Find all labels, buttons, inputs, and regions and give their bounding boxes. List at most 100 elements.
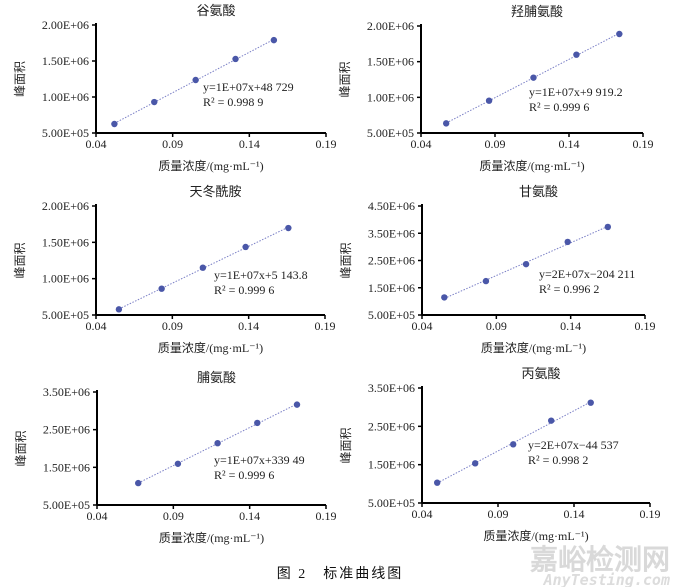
y-axis-label: 峰面积 [339,242,353,278]
r-squared-label: R² = 0.999 6 [529,100,589,114]
data-point [604,223,612,231]
y-tick-label: 2.00E+06 [42,199,89,213]
data-point [530,74,537,81]
x-tick-label: 0.14 [559,137,580,151]
x-tick-label: 0.09 [485,137,506,151]
y-tick-label: 3.50E+06 [368,381,415,395]
r-squared-label: R² = 0.999 6 [214,283,274,297]
data-point [111,120,118,128]
y-tick-label: 1.50E+06 [367,55,414,69]
x-tick-label: 0.19 [633,137,654,151]
data-point [482,277,490,285]
x-axis-label: 质量浓度/(mg·mL⁻¹) [483,528,588,543]
chart-title: 丙氨酸 [521,366,560,381]
y-tick-label: 1.50E+06 [43,460,90,474]
chart-title: 羟脯氨酸 [511,4,563,19]
y-tick-label: 1.00E+06 [42,90,89,104]
data-point [151,98,158,106]
x-tick-label: 0.04 [86,319,107,333]
y-tick-label: 5.00E+05 [42,126,89,140]
r-squared-label: R² = 0.998 2 [528,453,588,467]
y-tick-label: 5.00E+05 [368,308,415,322]
x-axis-label: 质量浓度/(mg·mL⁻¹) [158,340,263,355]
x-axis-label: 质量浓度/(mg·mL⁻¹) [481,340,586,355]
x-tick-label: 0.04 [411,137,432,151]
chart-panel: 天冬酰胺 5.00E+05 1.00E+06 1.50E+06 2.00E+06 0.04… [13,184,336,355]
x-tick-label: 0.14 [560,319,581,333]
x-tick-label: 0.09 [163,509,184,523]
x-tick-label: 0.04 [86,137,107,151]
x-tick-label: 0.14 [564,507,585,521]
y-tick-label: 2.00E+06 [42,18,89,32]
y-tick-label: 4.50E+06 [368,199,415,213]
data-point [115,306,123,313]
data-point [573,51,580,58]
y-tick-label: 2.50E+06 [368,419,415,433]
x-tick-label: 0.14 [238,319,259,333]
data-point [285,224,292,232]
data-point [192,76,199,84]
x-tick-label: 0.19 [316,509,337,523]
trendline-equation: y=1E+07x+9 919.2 [529,85,623,99]
y-tick-label: 1.50E+06 [42,235,89,249]
y-tick-label: 1.00E+06 [367,90,414,104]
data-point [510,441,517,448]
r-squared-label: R² = 0.996 2 [539,282,599,296]
x-tick-label: 0.04 [412,507,433,521]
y-axis-label: 峰面积 [14,430,28,466]
data-point [442,120,450,127]
trendline-equation: y=1E+07x+339 49 [214,453,305,467]
data-point [254,419,261,427]
watermark-url: AnyTesting.com [543,571,670,587]
chart-panel: 羟脯氨酸 5.00E+05 1.00E+06 1.50E+06 2.00E+06 0.04… [338,4,654,173]
chart-title: 谷氨酸 [196,3,235,18]
r-squared-label: R² = 0.998 9 [203,95,263,109]
data-point [485,97,493,104]
x-tick-label: 0.09 [162,137,183,151]
x-axis-label: 质量浓度/(mg·mL⁻¹) [479,158,584,173]
chart-panel: 脯氨酸 5.00E+05 1.50E+06 2.50E+06 3.50E+06 0.04 0… [14,370,337,545]
trendline-equation: y=1E+07x+48 729 [203,80,294,94]
x-tick-label: 0.19 [315,319,336,333]
data-point [564,238,571,246]
data-point [232,55,239,63]
watermark-text: 嘉峪检测网 [530,543,670,576]
y-tick-label: 5.00E+05 [43,498,90,512]
y-tick-label: 5.00E+05 [367,126,414,140]
y-axis-label: 峰面积 [339,427,353,463]
y-tick-label: 2.50E+06 [368,254,415,268]
x-tick-label: 0.09 [488,507,509,521]
x-tick-label: 0.19 [635,319,656,333]
x-axis-label: 质量浓度/(mg·mL⁻¹) [158,158,263,173]
trendline-equation: y=2E+07x−44 537 [528,438,619,452]
data-point [616,30,623,38]
y-tick-label: 2.00E+06 [367,19,414,33]
y-tick-label: 5.00E+05 [42,308,89,322]
x-axis-label: 质量浓度/(mg·mL⁻¹) [159,530,264,545]
y-tick-label: 2.50E+06 [43,423,90,437]
x-tick-label: 0.19 [640,507,661,521]
data-point [434,479,441,486]
x-tick-label: 0.04 [412,319,433,333]
data-point [199,264,207,271]
data-point [135,479,142,487]
chart-title: 天冬酰胺 [189,184,241,199]
x-tick-label: 0.19 [316,137,337,151]
chart-title: 脯氨酸 [197,370,236,385]
figure-caption: 图 2 标准曲线图 [277,566,404,582]
data-point [174,460,182,467]
y-axis-label: 峰面积 [338,61,352,97]
data-point [293,401,301,408]
y-tick-label: 1.50E+06 [368,458,415,472]
chart-panel: 谷氨酸 5.00E+05 1.00E+06 1.50E+06 2.00E+06 0.04 0… [13,3,337,173]
trendline [445,32,620,124]
data-point [158,285,165,292]
chart-title: 甘氨酸 [519,184,558,199]
x-tick-label: 0.04 [87,509,108,523]
trendline-equation: y=1E+07x+5 143.8 [214,268,308,282]
y-tick-label: 3.50E+06 [43,385,90,399]
trendline-equation: y=2E+07x−204 211 [539,267,635,281]
data-point [522,260,530,268]
y-axis-label: 峰面积 [13,242,27,278]
